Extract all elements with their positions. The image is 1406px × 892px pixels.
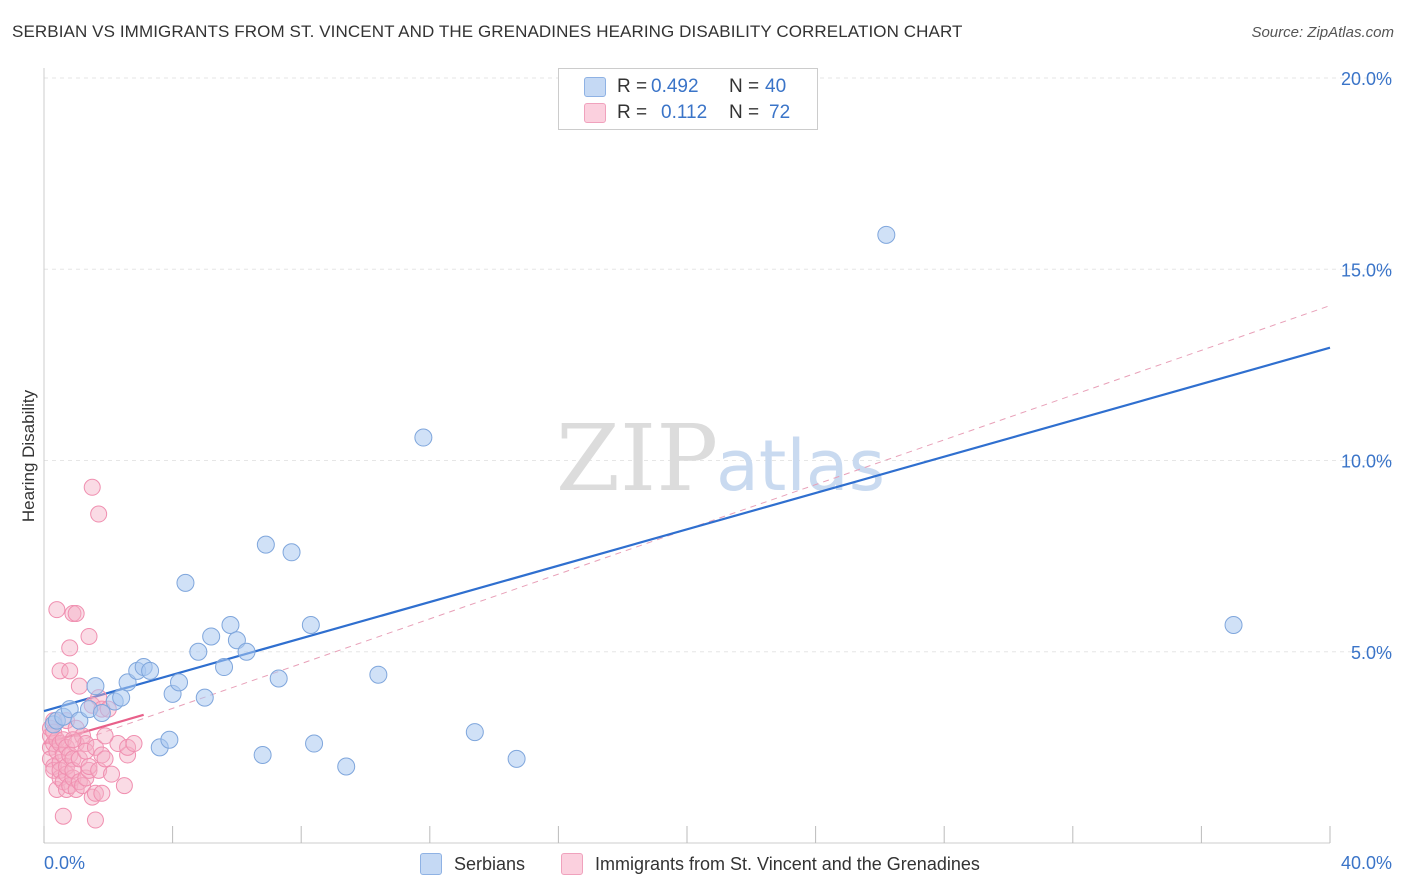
data-point-serbians [202,627,221,646]
data-point-vincent [70,677,88,695]
data-point-vincent [51,662,69,680]
legend-swatch-blue [584,77,606,97]
data-point-vincent [80,761,98,779]
data-point-serbians [70,711,89,730]
grid-layer [44,77,1392,653]
data-point-serbians [170,673,189,692]
data-point-serbians [160,730,179,749]
bottom-legend-serbians: Serbians [420,852,525,876]
data-point-vincent [54,807,72,825]
data-point-vincent [103,765,121,783]
data-point-vincent [96,727,114,745]
data-point-serbians [227,631,246,650]
data-point-vincent [83,478,101,496]
y-tick-label: 20.0% [1341,69,1392,89]
data-point-serbians [256,535,275,554]
data-point-serbians [301,615,320,634]
data-point-serbians [269,669,288,688]
data-point-vincent [125,735,143,753]
data-point-serbians [60,700,79,719]
data-point-serbians [507,749,526,768]
data-point-vincent [86,811,104,829]
data-point-serbians [282,543,301,562]
watermark-atlas: atlas [716,425,885,507]
legend-n-value: 72 [769,102,791,123]
data-point-vincent [80,627,98,645]
legend-swatch-pink [584,103,606,123]
x-tick-label-right: 40.0% [1341,853,1392,873]
data-point-vincent [90,505,108,523]
data-point-vincent [115,777,133,795]
data-point-serbians [92,703,111,722]
data-point-vincent [64,731,82,749]
data-point-serbians [215,658,234,677]
data-point-vincent [96,750,114,768]
dashed-trend-line [43,305,1331,754]
data-point-serbians [189,642,208,661]
axis-layer: 5.0% 10.0% 15.0% 20.0% [43,68,1392,844]
data-point-vincent [80,758,98,775]
serbians-trend-line [43,346,1331,713]
data-point-serbians [1224,615,1243,634]
data-point-vincent [67,605,85,622]
legend-n-label: N = [729,76,760,97]
data-point-serbians [221,615,240,634]
bottom-legend-label: Serbians [454,853,526,874]
data-point-serbians [253,746,272,765]
legend-r-label: R = [617,102,648,123]
legend-r-value: 0.492 [651,76,699,97]
legend-n-label: N = [729,102,760,123]
bottom-legend-swatch-pink [561,853,583,875]
source-label: Source: ZipAtlas.com [1251,24,1394,41]
legend-n-value: 40 [765,76,787,97]
data-point-vincent [61,662,79,680]
data-point-serbians [176,573,195,592]
watermark-zip: ZIP [556,405,718,512]
data-point-serbians [237,642,256,661]
chart-title: SERBIAN VS IMMIGRANTS FROM ST. VINCENT A… [12,22,963,41]
y-axis-label: Hearing Disability [19,389,38,522]
trend-layer [43,305,1331,754]
legend: R = 0.492 N = 40 R = 0.112 N = 72 [558,68,818,130]
data-point-vincent [86,784,104,802]
point-layer [41,80,1243,829]
data-point-serbians [414,428,433,447]
data-point-vincent [48,601,66,619]
data-point-serbians [305,734,324,753]
data-point-vincent [93,784,111,802]
data-point-vincent [61,639,79,657]
y-tick-label: 5.0% [1351,643,1392,663]
data-point-serbians [337,757,356,776]
data-point-serbians [112,688,131,707]
data-point-serbians [465,723,484,742]
y-tick-label: 15.0% [1341,260,1392,280]
bottom-legend-vincent: Immigrants from St. Vincent and the Gren… [561,852,980,876]
data-point-serbians [877,225,896,244]
data-point-serbians [369,665,388,684]
legend-r-label: R = [617,76,648,97]
legend-r-value: 0.112 [661,102,708,123]
data-point-serbians [86,677,105,696]
x-tick-label-left: 0.0% [44,853,85,873]
bottom-legend-swatch-blue [420,853,442,875]
data-point-serbians [141,661,160,680]
data-point-serbians [118,673,137,692]
bottom-legend-label: Immigrants from St. Vincent and the Gren… [595,853,980,874]
watermark: ZIP atlas [556,405,885,512]
y-tick-label: 10.0% [1341,452,1392,472]
data-point-serbians [195,688,214,707]
